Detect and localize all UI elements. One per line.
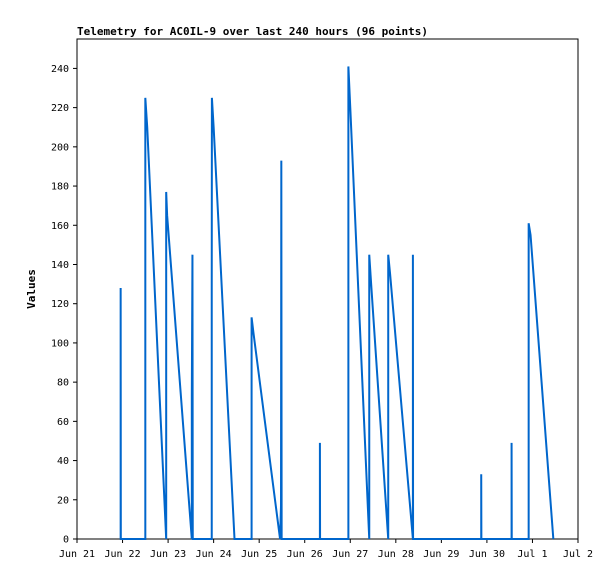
y-tick-label: 120 [51, 299, 69, 310]
y-tick-label: 200 [51, 142, 69, 153]
y-axis-label: Values [25, 269, 38, 309]
x-tick-label: Jun 25 [241, 549, 277, 560]
x-tick-label: Jun 24 [196, 549, 232, 560]
y-axis: 0 20 40 60 80 100 120 140 160 180 200 220 240 [51, 64, 77, 546]
series-line [119, 66, 555, 540]
y-tick-label: 160 [51, 221, 69, 232]
y-tick-label: 0 [63, 535, 69, 546]
x-tick-label: Jun 28 [378, 549, 414, 560]
y-tick-label: 220 [51, 103, 69, 114]
y-tick-label: 140 [51, 260, 69, 271]
x-tick-label: Jun 29 [423, 549, 459, 560]
x-tick-label: Jun 21 [59, 549, 95, 560]
x-tick-label: Jul 1 [517, 549, 547, 560]
y-tick-label: 240 [51, 64, 69, 75]
x-axis: Jun 21 Jun 22 Jun 23 Jun 24 Jun 25 Jun 26 Jun … [59, 539, 593, 560]
x-tick-label: Jun 26 [287, 549, 323, 560]
y-tick-label: 60 [57, 417, 69, 428]
x-tick-label: Jul 2 [563, 549, 593, 560]
chart-title: Telemetry for AC0IL-9 over last 240 hour… [77, 25, 428, 38]
y-tick-label: 80 [57, 378, 69, 389]
y-tick-label: 180 [51, 182, 69, 193]
plot-area-frame [76, 38, 579, 540]
y-tick-label: 20 [57, 495, 69, 506]
x-tick-label: Jun 22 [104, 549, 140, 560]
y-tick-label: 100 [51, 338, 69, 349]
x-tick-label: Jun 27 [332, 549, 368, 560]
x-tick-label: Jun 30 [469, 549, 505, 560]
x-tick-label: Jun 23 [150, 549, 186, 560]
y-tick-label: 40 [57, 456, 69, 467]
